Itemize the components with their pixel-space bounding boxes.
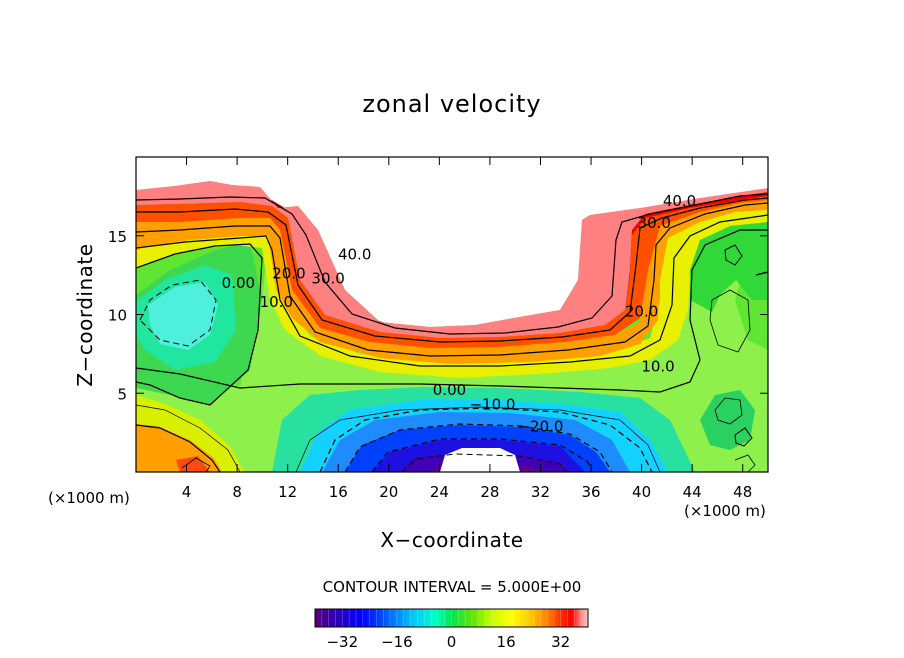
x-tick-label: 40 (632, 483, 651, 501)
contour-label: 40.0 (663, 192, 696, 210)
contour-label: −20.0 (517, 417, 563, 435)
contour-line-10-pos (136, 424, 221, 472)
x-tick-label: 16 (329, 483, 348, 501)
chart-title: zonal velocity (362, 90, 541, 118)
contour-line-neg-20 (371, 438, 593, 472)
contour-line-right-loop-1 (724, 244, 743, 266)
contour-line-neg-25 (401, 453, 566, 472)
y-axis-ticks: 5 10 15 (108, 228, 768, 403)
fill-cyan (148, 282, 218, 350)
contour-line-0-left (136, 243, 263, 406)
contour-lines (136, 193, 768, 472)
contour-line-right-loop-3 (709, 289, 751, 353)
contour-line-30 (136, 197, 768, 343)
y-tick-label: 10 (108, 307, 127, 325)
y-tick-label: 15 (108, 228, 127, 246)
colorbar-stripes (321, 609, 582, 627)
colorbar-fill (315, 609, 588, 627)
x-unit-label-left: (×1000 m) (48, 489, 130, 507)
x-tick-label: 8 (232, 483, 242, 501)
colorbar-ticks: −32 −16 0 16 32 (326, 633, 570, 651)
x-tick-label: 44 (683, 483, 702, 501)
contour-labels: 40.0 30.0 40.0 30.0 20.0 10.0 0.00 20.0 10.0 0.00… (222, 192, 697, 435)
colorbar-tick-label: −16 (381, 633, 413, 651)
contour-line-5-pos (136, 404, 241, 472)
x-tick-label: 36 (581, 483, 600, 501)
contour-line-right-tick (755, 271, 768, 276)
contour-line-20 (136, 202, 768, 357)
contour-line-10 (136, 214, 768, 367)
fill-lower-left-red (176, 456, 210, 472)
contour-field (136, 157, 768, 472)
fill-right-lower (700, 390, 755, 450)
contour-label: 40.0 (338, 246, 371, 264)
contour-label: 20.0 (625, 302, 658, 320)
x-unit-label-right: (×1000 m) (684, 502, 766, 520)
contour-line-right-loop-5 (734, 454, 756, 472)
contour-label: 10.0 (641, 357, 674, 375)
contour-label: 20.0 (272, 265, 305, 283)
contour-line-40 (136, 193, 768, 335)
colorbar-tick-label: 0 (447, 633, 457, 651)
contour-line-right-loop-4 (714, 397, 743, 425)
x-tick-label: 24 (430, 483, 449, 501)
contour-interval-text: CONTOUR INTERVAL = 5.000E+00 (323, 578, 582, 596)
contour-label: 10.0 (260, 293, 293, 311)
x-tick-label: 48 (733, 483, 752, 501)
contour-line-neg-2 (295, 406, 661, 472)
contour-label: 0.00 (222, 274, 255, 292)
x-axis-ticks: 4 8 12 16 20 24 28 32 36 40 44 48 (182, 157, 752, 501)
contour-line-neg-10 (319, 407, 653, 472)
colorbar-tick-label: −32 (326, 633, 358, 651)
colorbar: −32 −16 0 16 32 (314, 608, 589, 651)
contour-line-neg-left-loop (139, 279, 217, 347)
y-tick-label: 5 (117, 385, 127, 403)
contour-label: −10.0 (469, 395, 515, 413)
contour-line-neg-15 (344, 423, 613, 472)
x-tick-label: 12 (278, 483, 297, 501)
contour-line-0-mid (136, 229, 768, 393)
x-tick-label: 4 (182, 483, 192, 501)
colorbar-frame (314, 608, 589, 628)
y-axis-label: Z−coordinate (73, 243, 97, 386)
x-tick-label: 20 (379, 483, 398, 501)
fill-orange-band (136, 195, 768, 364)
fill-yellow-band (136, 200, 768, 378)
colorbar-tick-label: 32 (551, 633, 570, 651)
contour-line-bottom-left-loop (181, 457, 211, 472)
x-tick-label: 28 (480, 483, 499, 501)
contour-label: 30.0 (311, 269, 344, 287)
contour-label: 0.00 (433, 381, 466, 399)
contour-line-right-loop-2 (734, 427, 753, 447)
colorbar-tick-label: 16 (497, 633, 516, 651)
x-tick-label: 32 (531, 483, 550, 501)
contour-label: 30.0 (638, 214, 671, 232)
x-axis-label: X−coordinate (380, 528, 523, 552)
fill-white-top (136, 157, 768, 325)
